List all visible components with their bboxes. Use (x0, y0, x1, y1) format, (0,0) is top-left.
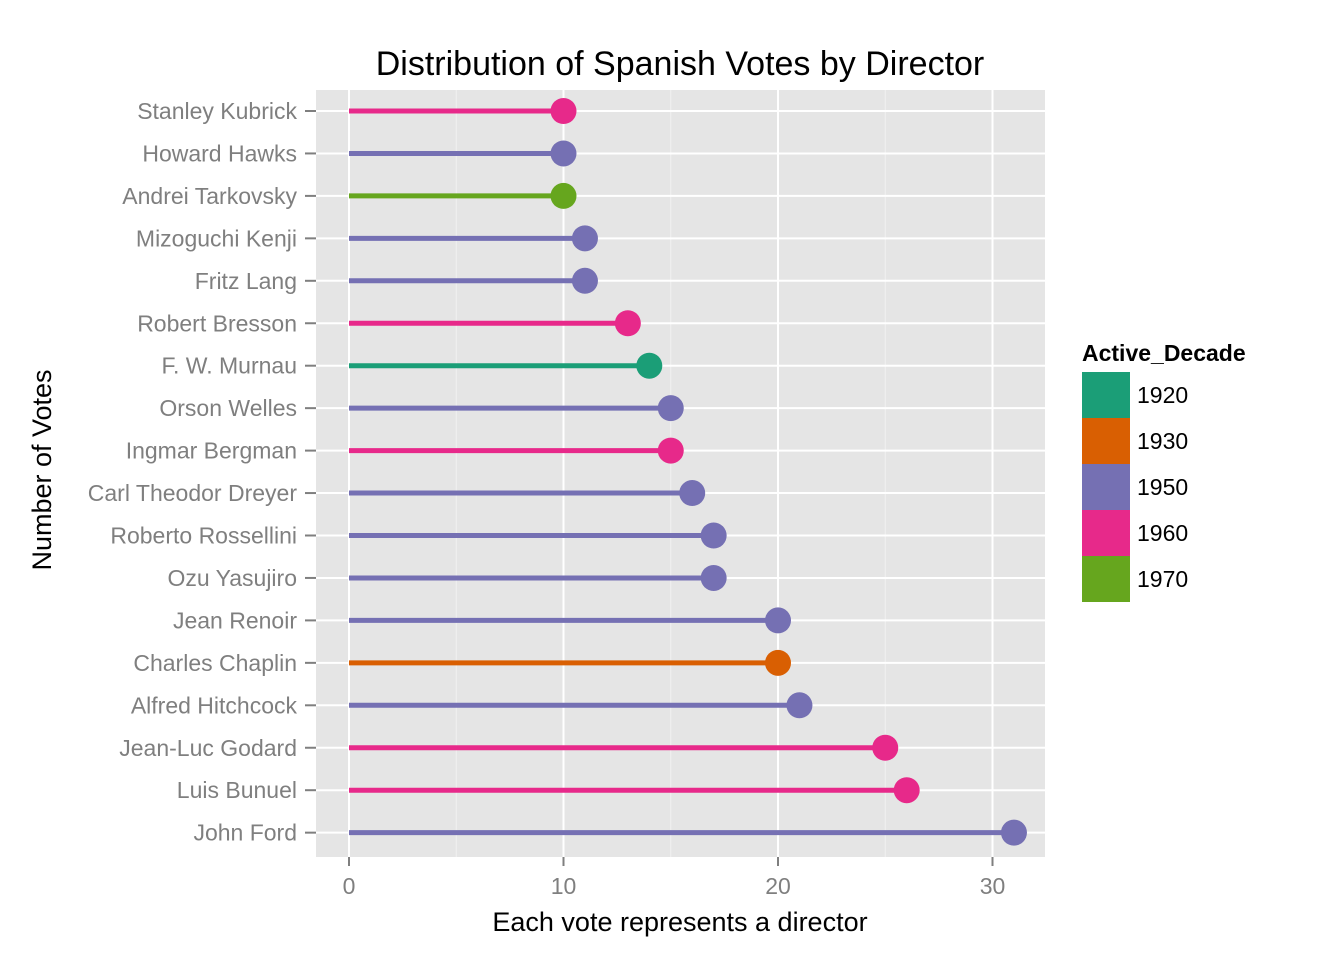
x-tick-label: 30 (980, 873, 1006, 899)
lollipop-point (550, 98, 577, 124)
legend: Active_Decade 1920 1930 1950 1960 1970 (1082, 340, 1246, 602)
lollipop-point (893, 777, 920, 804)
legend-key (1082, 372, 1130, 418)
lollipop-point (571, 225, 598, 252)
lollipop-points (550, 98, 1027, 846)
plot-panel (316, 90, 1045, 857)
legend-label: 1950 (1137, 474, 1188, 500)
y-tick-label: Alfred Hitchcock (131, 692, 298, 718)
legend-key (1082, 556, 1130, 602)
legend-label: 1970 (1137, 566, 1188, 592)
legend-label: 1930 (1137, 428, 1188, 454)
lollipop-point (786, 692, 813, 719)
lollipop-point (765, 607, 791, 634)
lollipop-point (614, 310, 641, 337)
y-tick-label: Stanley Kubrick (137, 98, 297, 124)
y-tick-label: Luis Bunuel (177, 777, 297, 803)
lollipop-stems (349, 108, 1014, 836)
y-tick-label: Mizoguchi Kenji (136, 225, 297, 251)
y-axis-ticks: Stanley Kubrick Howard Hawks Andrei Tarkov… (88, 98, 316, 846)
y-tick-label: Carl Theodor Dreyer (88, 480, 298, 506)
y-tick-label: Robert Bresson (137, 310, 297, 336)
lollipop-point (700, 522, 727, 549)
y-tick-label: Orson Welles (159, 395, 297, 421)
y-tick-label: Roberto Rossellini (110, 523, 297, 549)
lollipop-point (571, 267, 598, 294)
y-tick-label: Andrei Tarkovsky (122, 183, 297, 209)
y-tick-label: Howard Hawks (142, 140, 297, 166)
y-tick-label: John Ford (193, 820, 297, 846)
legend-key (1082, 418, 1130, 464)
lollipop-point (657, 395, 684, 422)
lollipop-point (1000, 819, 1027, 846)
y-axis-title: Number of Votes (27, 369, 57, 570)
legend-key (1082, 510, 1130, 556)
y-tick-label: Ingmar Bergman (126, 438, 297, 464)
lollipop-point (636, 352, 663, 379)
y-tick-label: Fritz Lang (195, 268, 297, 294)
y-tick-label: Ozu Yasujiro (167, 565, 297, 591)
x-tick-label: 10 (551, 873, 577, 899)
lollipop-point (657, 437, 684, 464)
y-tick-label: Jean-Luc Godard (119, 735, 297, 761)
legend-key (1082, 464, 1130, 510)
x-tick-label: 20 (765, 873, 791, 899)
y-tick-label: Jean Renoir (173, 607, 297, 633)
lollipop-point (765, 649, 791, 676)
chart-title: Distribution of Spanish Votes by Directo… (376, 45, 985, 83)
lollipop-point (872, 734, 899, 761)
y-tick-label: Charles Chaplin (133, 650, 297, 676)
lollipop-point (700, 564, 727, 591)
x-axis-title: Each vote represents a director (492, 907, 867, 937)
x-tick-label: 0 (343, 873, 356, 899)
legend-label: 1920 (1137, 382, 1188, 408)
legend-label: 1960 (1137, 520, 1188, 546)
y-tick-label: F. W. Murnau (162, 353, 297, 379)
x-axis-ticks: 0 10 20 30 (343, 857, 1006, 899)
lollipop-point (550, 182, 577, 209)
lollipop-point (550, 140, 577, 167)
lollipop-point (679, 480, 706, 507)
legend-title: Active_Decade (1082, 340, 1246, 366)
